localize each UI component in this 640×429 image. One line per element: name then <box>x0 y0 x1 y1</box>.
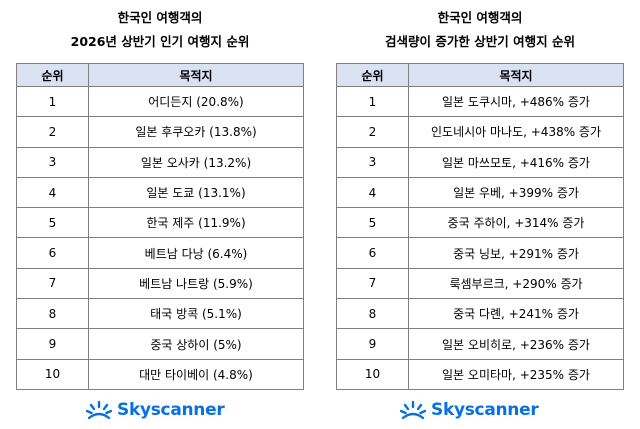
rank-cell: 2 <box>336 116 409 148</box>
skyscanner-logo-left: Skyscanner <box>86 398 225 422</box>
table-header-row: 순위 목적지 <box>16 63 304 87</box>
rank-cell: 6 <box>16 237 89 269</box>
destination-cell: 중국 주하이, +314% 증가 <box>408 207 624 239</box>
left-ranking-table: 순위 목적지 1 어디든지 (20.8%) 2 일본 후쿠오카 (13.8%) 3 일본 … <box>16 63 304 390</box>
table-row: 8 태국 방콕 (5.1%) <box>16 298 304 330</box>
right-title-line2: 검색량이 증가한 상반기 여행지 순위 <box>385 34 575 49</box>
right-panel: 한국인 여행객의 검색량이 증가한 상반기 여행지 순위 순위 목적지 1 일본 … <box>336 6 624 390</box>
destination-cell: 일본 오미타마, +235% 증가 <box>408 358 624 390</box>
destination-cell: 중국 상하이 (5%) <box>88 328 304 360</box>
table-row: 10 일본 오미타마, +235% 증가 <box>336 358 624 390</box>
destination-cell: 인도네시아 마나도, +438% 증가 <box>408 116 624 148</box>
table-row: 3 일본 마쓰모토, +416% 증가 <box>336 146 624 178</box>
rank-cell: 4 <box>16 176 89 209</box>
table-row: 6 중국 닝보, +291% 증가 <box>336 237 624 269</box>
table-row: 10 대만 타이베이 (4.8%) <box>16 358 304 390</box>
left-panel: 한국인 여행객의 2026년 상반기 인기 여행지 순위 순위 목적지 1 어디든… <box>16 6 304 390</box>
logo-wordmark: Skyscanner <box>431 400 539 420</box>
table-row: 9 중국 상하이 (5%) <box>16 328 304 360</box>
destination-cell: 일본 우베, +399% 증가 <box>408 176 624 209</box>
destination-cell: 베트남 나트랑 (5.9%) <box>88 267 304 300</box>
rank-cell: 6 <box>336 237 409 269</box>
rank-cell: 9 <box>16 328 89 360</box>
destination-cell: 일본 후쿠오카 (13.8%) <box>88 116 304 148</box>
destination-cell: 중국 다롄, +241% 증가 <box>408 298 624 330</box>
rank-cell: 10 <box>336 358 409 390</box>
table-row: 5 중국 주하이, +314% 증가 <box>336 207 624 239</box>
table-row: 4 일본 우베, +399% 증가 <box>336 176 624 209</box>
header-rank: 순위 <box>336 63 409 87</box>
rank-cell: 8 <box>336 298 409 330</box>
rank-cell: 8 <box>16 298 89 330</box>
destination-cell: 일본 오사카 (13.2%) <box>88 146 304 178</box>
destination-cell: 일본 도쿠시마, +486% 증가 <box>408 85 624 118</box>
table-row: 9 일본 오비히로, +236% 증가 <box>336 328 624 360</box>
table-row: 2 인도네시아 마나도, +438% 증가 <box>336 116 624 148</box>
right-ranking-table: 순위 목적지 1 일본 도쿠시마, +486% 증가 2 인도네시아 마나도, +43… <box>336 63 624 390</box>
table-row: 4 일본 도쿄 (13.1%) <box>16 176 304 209</box>
destination-cell: 일본 마쓰모토, +416% 증가 <box>408 146 624 178</box>
rank-cell: 1 <box>336 85 409 118</box>
destination-cell: 룩셈부르크, +290% 증가 <box>408 267 624 300</box>
header-destination: 목적지 <box>408 63 624 87</box>
skyscanner-sun-icon <box>400 400 426 420</box>
rank-cell: 5 <box>16 207 89 239</box>
rank-cell: 3 <box>16 146 89 178</box>
table-row: 7 룩셈부르크, +290% 증가 <box>336 267 624 300</box>
destination-cell: 일본 오비히로, +236% 증가 <box>408 328 624 360</box>
rank-cell: 4 <box>336 176 409 209</box>
skyscanner-logo-right: Skyscanner <box>400 398 539 422</box>
table-header-row: 순위 목적지 <box>336 63 624 87</box>
rank-cell: 2 <box>16 116 89 148</box>
destination-cell: 일본 도쿄 (13.1%) <box>88 176 304 209</box>
table-row: 6 베트남 다낭 (6.4%) <box>16 237 304 269</box>
destination-cell: 대만 타이베이 (4.8%) <box>88 358 304 390</box>
logo-wordmark: Skyscanner <box>117 400 225 420</box>
destination-cell: 베트남 다낭 (6.4%) <box>88 237 304 269</box>
left-title-line2: 2026년 상반기 인기 여행지 순위 <box>70 34 250 49</box>
skyscanner-sun-icon <box>86 400 112 420</box>
table-row: 8 중국 다롄, +241% 증가 <box>336 298 624 330</box>
table-row: 7 베트남 나트랑 (5.9%) <box>16 267 304 300</box>
rank-cell: 10 <box>16 358 89 390</box>
rank-cell: 7 <box>16 267 89 300</box>
table-row: 1 어디든지 (20.8%) <box>16 85 304 118</box>
header-rank: 순위 <box>16 63 89 87</box>
table-row: 5 한국 제주 (11.9%) <box>16 207 304 239</box>
table-row: 1 일본 도쿠시마, +486% 증가 <box>336 85 624 118</box>
rank-cell: 1 <box>16 85 89 118</box>
rank-cell: 7 <box>336 267 409 300</box>
rank-cell: 5 <box>336 207 409 239</box>
destination-cell: 어디든지 (20.8%) <box>88 85 304 118</box>
header-destination: 목적지 <box>88 63 304 87</box>
destination-cell: 중국 닝보, +291% 증가 <box>408 237 624 269</box>
destination-cell: 태국 방콕 (5.1%) <box>88 298 304 330</box>
right-title-line1: 한국인 여행객의 <box>437 10 523 25</box>
rank-cell: 9 <box>336 328 409 360</box>
rank-cell: 3 <box>336 146 409 178</box>
left-title-line1: 한국인 여행객의 <box>117 10 203 25</box>
table-row: 3 일본 오사카 (13.2%) <box>16 146 304 178</box>
table-row: 2 일본 후쿠오카 (13.8%) <box>16 116 304 148</box>
destination-cell: 한국 제주 (11.9%) <box>88 207 304 239</box>
